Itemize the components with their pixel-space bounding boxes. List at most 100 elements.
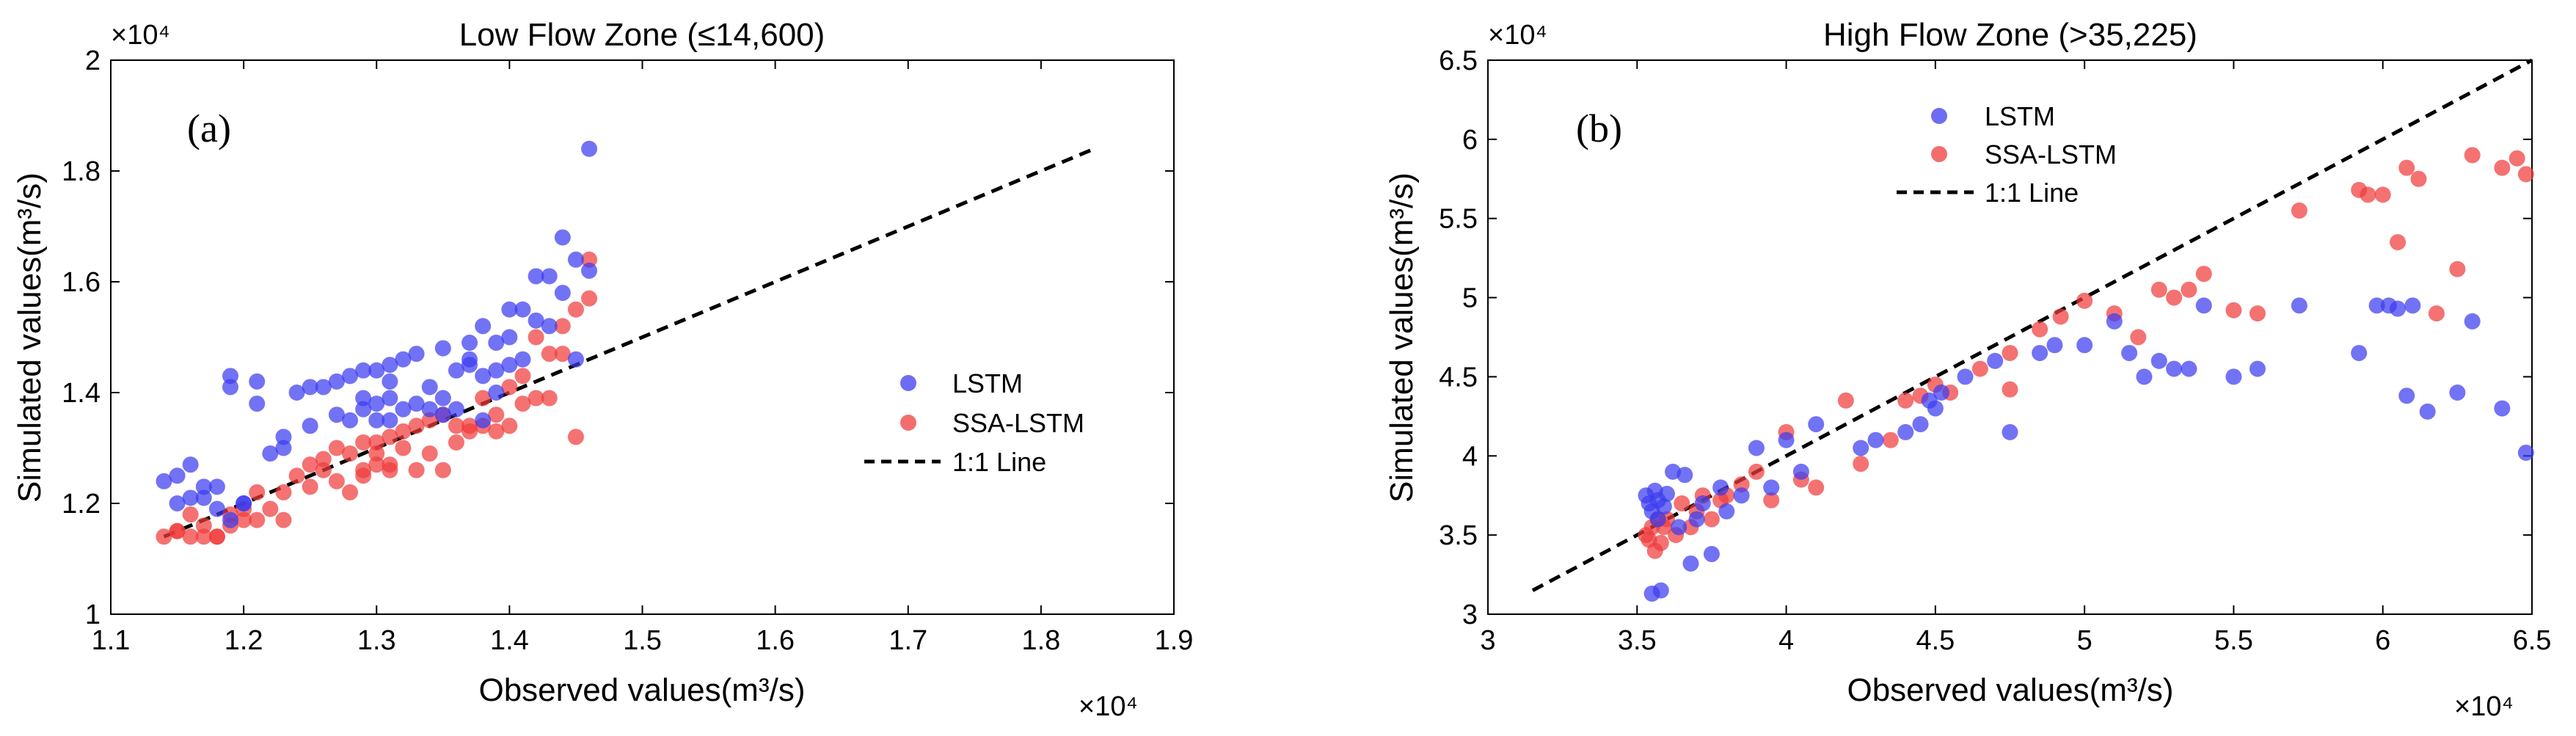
panel-a-lstm-point <box>501 301 518 318</box>
panel-b-ssa-lstm-point <box>1882 431 1899 448</box>
panel-a-lstm-point <box>501 329 518 346</box>
panel-a-identity-line-group <box>163 147 1095 539</box>
panel-b-lstm-point <box>1676 467 1693 484</box>
panel-a-ssa-lstm-point <box>315 462 332 478</box>
panel-b-lstm-point <box>2195 297 2212 314</box>
panel-b-lstm-point <box>1957 368 1974 385</box>
panel-a-ssa-lstm-point <box>328 473 345 489</box>
panel-a-lstm-point <box>567 351 584 368</box>
panel-b-lstm-point <box>2136 368 2153 385</box>
panel-a-legend-lstm: LSTM <box>952 368 1023 398</box>
panel-a-x-tick-label: 1.5 <box>623 625 662 656</box>
panel-b-lstm-point <box>2464 313 2481 329</box>
panel-a-lstm-point <box>182 456 199 473</box>
panel-a-lstm-point <box>222 368 239 385</box>
panel-a-ssa-lstm-point <box>368 445 385 462</box>
panel-b-y-tick-label: 5 <box>1462 283 1478 314</box>
panel-a-ssa-lstm-point <box>169 522 186 539</box>
panel-b-lstm-point <box>1682 555 1699 572</box>
panel-b-ssa-lstm-point <box>2032 321 2048 338</box>
panel-b-lstm-point <box>2517 444 2534 461</box>
panel-b-lstm-point <box>2291 297 2307 314</box>
panel-b-ssa-lstm-point <box>2390 234 2407 251</box>
panel-a-x-tick-label: 1.1 <box>92 625 131 656</box>
panel-b-ssa-lstm-point <box>2398 159 2415 176</box>
panel-b-legend-identity: 1:1 Line <box>1985 178 2079 208</box>
panel-a-ssa-lstm-point <box>395 440 412 456</box>
panel-a-ssa-lstm-point <box>249 511 266 528</box>
panel-a-lstm-point <box>408 396 425 412</box>
panel-a-y-tick-label: 1 <box>85 600 101 630</box>
panel-a-lstm-point <box>382 390 398 407</box>
panel-a-lstm-point <box>475 368 492 385</box>
panel-b-lstm-point <box>2225 368 2242 385</box>
panel-a-lstm-point <box>208 500 225 517</box>
panel-a-lstm-point <box>567 251 584 268</box>
panel-a-ssa-lstm-point <box>302 478 318 495</box>
panel-a-ssa-lstm-point <box>554 318 571 335</box>
panel-a-x-tick-label: 1.4 <box>490 625 529 656</box>
panel-a-ssa-lstm-point <box>567 301 584 318</box>
panel-b-x-tick-label: 5.5 <box>2214 625 2253 656</box>
panel-a-identity-line <box>163 147 1095 539</box>
panel-a-ssa-lstm-point <box>514 368 531 385</box>
panel-a-label: (a) <box>187 106 231 150</box>
panel-a-x-axis-title: Observed values(m³/s) <box>478 672 805 708</box>
panel-b-ssa-lstm-point <box>1853 456 1869 473</box>
panel-a-ssa-lstm-point <box>434 462 451 478</box>
panel-a-lstm-point <box>355 401 372 418</box>
panel-b-lstm-point <box>2032 345 2048 362</box>
panel-b-lstm-point <box>1688 511 1705 528</box>
panel-a-ssa-lstm-point <box>488 423 505 440</box>
panel-b-x-tick-label: 6 <box>2375 625 2390 656</box>
panel-b-ssa-lstm-point <box>2130 329 2147 346</box>
panel-b-lstm-point <box>2046 337 2063 354</box>
panel-b-y-tick-label: 6 <box>1462 125 1478 156</box>
panel-b-lstm-point <box>2150 352 2167 369</box>
panel-b-lstm-point <box>1933 385 1949 401</box>
panel-a: 1.1 1.2 1.3 1.4 1.5 1.6 1.7 1.8 1.9 1 1.2 1.4 1.6 1.8… <box>12 17 1193 722</box>
panel-a-lstm-point <box>249 373 266 390</box>
panel-a-ssa-lstm-point <box>195 528 212 545</box>
panel-a-lstm-point <box>382 373 398 390</box>
panel-b-ssa-lstm-point <box>2509 150 2525 167</box>
panel-a-lstm-point <box>315 379 332 396</box>
panel-b-lstm-point <box>2181 360 2197 377</box>
panel-b-ssa-lstm-point <box>2410 170 2427 187</box>
panel-b-lstm-point <box>1671 519 1687 536</box>
panel-a-ssa-lstm-point <box>488 407 505 423</box>
panel-b-lstm-point <box>2449 385 2466 401</box>
panel-a-legend-identity: 1:1 Line <box>952 447 1046 477</box>
panel-a-ssa-lstm-point <box>328 440 345 456</box>
panel-a-ssa-lstm-point <box>554 346 571 362</box>
panel-b-x-tick-label: 5 <box>2077 625 2092 656</box>
panel-a-lstm-point <box>169 467 186 484</box>
panel-a-ssa-lstm-point <box>342 445 359 462</box>
panel-b-ssa-lstm-point <box>2181 281 2197 298</box>
panel-b-lstm-point <box>2351 345 2368 362</box>
panel-b-lstm-point <box>1748 440 1765 456</box>
panel-b-x-tick-label: 6.5 <box>2513 625 2552 656</box>
panel-a-lstm-point <box>514 301 531 318</box>
panel-a-ssa-lstm-point <box>342 484 359 500</box>
panel-b-identity-line <box>1531 58 2533 592</box>
panel-a-lstm-point <box>448 362 464 379</box>
panel-a-ssa-lstm-point <box>461 418 478 434</box>
panel-a-lstm-point <box>488 385 505 401</box>
panel-a-ssa-lstm-point <box>368 456 385 473</box>
panel-a-ssa-lstm-point <box>421 412 438 429</box>
panel-a-ticks: 1.1 1.2 1.3 1.4 1.5 1.6 1.7 1.8 1.9 1 1.2 1.4 1.6 1.8… <box>62 45 1193 656</box>
panel-b-lstm-point <box>1867 431 1884 448</box>
panel-b-lstm-point <box>1987 352 2004 369</box>
panel-b-y-tick-label: 3 <box>1462 600 1478 630</box>
panel-b-y-tick-label: 3.5 <box>1439 520 1478 551</box>
panel-b-lstm-point <box>2002 423 2018 440</box>
panel-b-lstm-point <box>1703 546 1720 563</box>
panel-b-x-multiplier: ×10⁴ <box>2454 691 2514 722</box>
panel-a-lstm-point <box>355 390 372 407</box>
panel-a-ssa-lstm-point <box>236 511 252 528</box>
panel-a-lstm-point <box>434 390 451 407</box>
panel-b-ssa-lstm-point <box>2195 266 2212 283</box>
panel-b-x-tick-label: 4.5 <box>1916 625 1955 656</box>
